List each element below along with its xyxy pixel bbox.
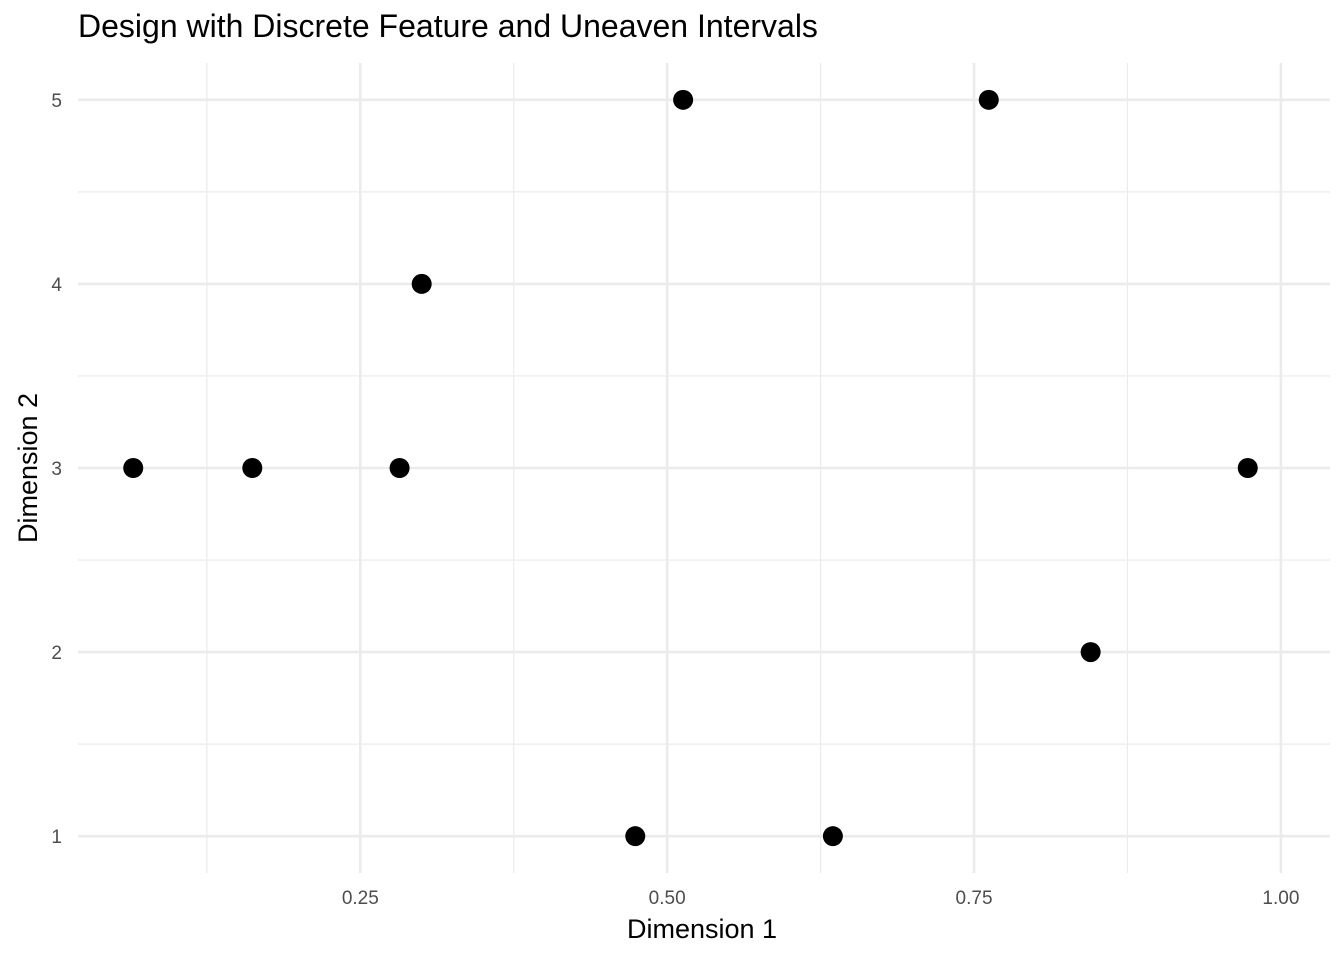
y-tick-label: 3 bbox=[51, 459, 62, 480]
data-points bbox=[123, 89, 1258, 847]
data-point bbox=[625, 826, 646, 847]
x-axis-tick-labels: 0.25 0.50 0.75 1.00 bbox=[342, 888, 1300, 909]
x-axis-label: Dimension 1 bbox=[627, 914, 777, 944]
y-tick-label: 1 bbox=[51, 827, 62, 848]
y-axis-tick-labels: 1 2 3 4 5 bbox=[51, 91, 62, 848]
x-tick-label: 0.75 bbox=[956, 888, 993, 909]
x-tick-label: 1.00 bbox=[1262, 888, 1299, 909]
y-tick-label: 4 bbox=[51, 275, 62, 296]
data-point bbox=[242, 458, 263, 478]
data-point bbox=[673, 89, 694, 110]
x-tick-label: 0.50 bbox=[649, 888, 686, 909]
data-point bbox=[389, 458, 410, 478]
data-point bbox=[1080, 642, 1101, 663]
y-tick-label: 5 bbox=[51, 91, 62, 112]
data-point bbox=[1237, 458, 1258, 478]
data-point bbox=[123, 458, 144, 478]
y-axis-label: Dimension 2 bbox=[13, 393, 43, 543]
chart-title: Design with Discrete Feature and Uneaven… bbox=[78, 8, 818, 44]
data-point bbox=[411, 273, 432, 294]
data-point bbox=[822, 826, 843, 847]
y-tick-label: 2 bbox=[51, 643, 62, 664]
data-point bbox=[978, 89, 999, 110]
x-tick-label: 0.25 bbox=[342, 888, 379, 909]
major-gridlines bbox=[78, 63, 1330, 873]
